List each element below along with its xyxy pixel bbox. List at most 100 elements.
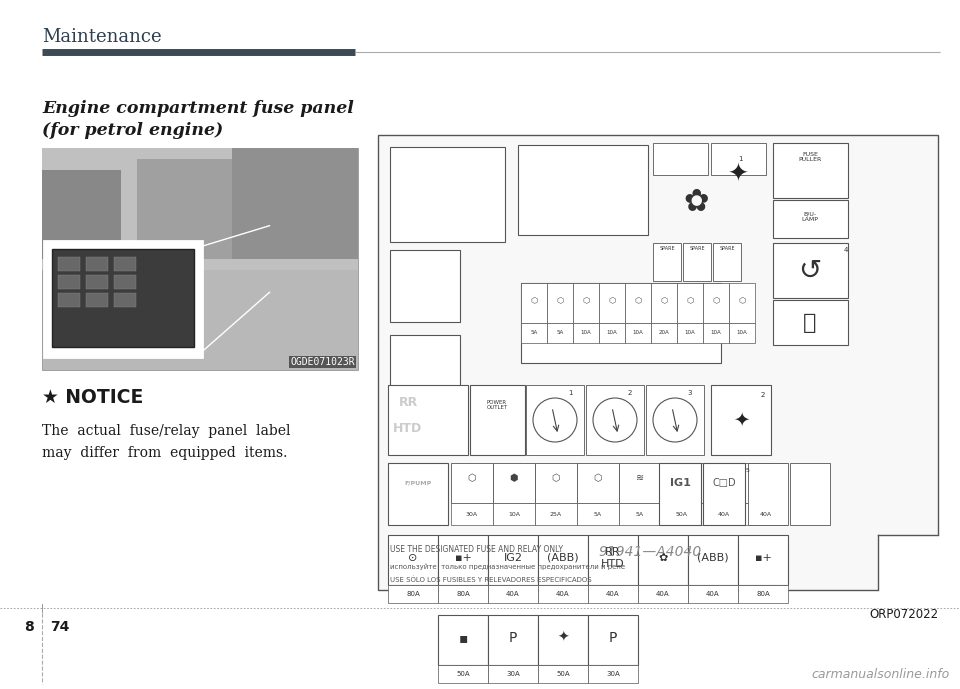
Text: ✦: ✦: [732, 411, 749, 429]
Bar: [713, 243, 741, 281]
Text: SPARE: SPARE: [719, 247, 734, 251]
Bar: [745, 503, 787, 525]
Text: 3: 3: [687, 390, 692, 396]
Text: 10A: 10A: [633, 331, 643, 336]
Text: 8: 8: [24, 619, 34, 634]
Bar: [86, 275, 108, 289]
Text: RR
HTD: RR HTD: [601, 547, 625, 569]
Text: ⬢: ⬢: [510, 473, 518, 483]
Bar: [638, 535, 688, 585]
Text: ⬡: ⬡: [712, 296, 720, 305]
Bar: [773, 200, 848, 238]
Text: RR: RR: [398, 396, 418, 409]
Bar: [388, 585, 438, 603]
Text: 30A: 30A: [606, 671, 620, 677]
Text: 1: 1: [567, 390, 572, 396]
Bar: [573, 323, 599, 343]
Bar: [438, 585, 488, 603]
Text: ⬡: ⬡: [593, 473, 602, 483]
Text: 50A: 50A: [456, 671, 469, 677]
Bar: [573, 283, 599, 323]
Text: USE THE DESIGNATED FUSE AND RELAY ONLY: USE THE DESIGNATED FUSE AND RELAY ONLY: [390, 545, 563, 554]
Text: ⬡: ⬡: [556, 296, 564, 305]
Text: 25A: 25A: [550, 511, 562, 517]
Bar: [588, 615, 638, 665]
Text: ✿: ✿: [684, 189, 708, 218]
Bar: [711, 143, 766, 175]
Text: B/U-
LAMP: B/U- LAMP: [802, 212, 819, 223]
Bar: [773, 300, 848, 345]
Bar: [577, 503, 619, 525]
Text: ⊙: ⊙: [408, 553, 418, 563]
Text: ▪+: ▪+: [755, 553, 772, 563]
Bar: [538, 585, 588, 603]
Text: 30A: 30A: [466, 511, 478, 517]
Text: ✦: ✦: [728, 163, 749, 187]
Bar: [703, 323, 729, 343]
Text: Engine compartment fuse panel
(for petrol engine): Engine compartment fuse panel (for petro…: [42, 100, 354, 139]
Text: 4: 4: [844, 247, 849, 253]
Text: HTD: HTD: [394, 422, 422, 435]
Bar: [703, 283, 729, 323]
Text: 10A: 10A: [508, 511, 520, 517]
Text: ORP072022: ORP072022: [869, 608, 938, 621]
Circle shape: [653, 398, 697, 442]
Bar: [390, 147, 505, 242]
Text: 10A: 10A: [710, 331, 721, 336]
Text: C□D: C□D: [712, 478, 735, 488]
Text: 20A: 20A: [659, 331, 669, 336]
Bar: [390, 250, 460, 322]
Text: 10A: 10A: [581, 331, 591, 336]
Bar: [86, 294, 108, 307]
Bar: [773, 243, 848, 298]
Bar: [137, 159, 263, 259]
Bar: [661, 463, 703, 503]
Bar: [638, 585, 688, 603]
Bar: [619, 503, 661, 525]
Text: 40A: 40A: [506, 591, 519, 597]
Text: 5A: 5A: [557, 331, 564, 336]
Bar: [586, 385, 644, 455]
Bar: [625, 323, 651, 343]
Bar: [521, 283, 721, 363]
Bar: [378, 135, 938, 590]
Bar: [619, 463, 661, 503]
Bar: [390, 335, 460, 407]
Bar: [790, 463, 830, 525]
Bar: [773, 143, 848, 198]
Bar: [488, 665, 538, 683]
Text: (ABB): (ABB): [547, 553, 579, 563]
Text: 74: 74: [50, 619, 69, 634]
Bar: [538, 665, 588, 683]
Text: ⬡: ⬡: [552, 473, 561, 483]
Bar: [58, 294, 80, 307]
Text: 1: 1: [737, 156, 742, 162]
Text: P: P: [509, 631, 517, 645]
Bar: [653, 143, 708, 175]
Bar: [526, 385, 584, 455]
Bar: [58, 257, 80, 271]
Bar: [86, 257, 108, 271]
Bar: [535, 463, 577, 503]
Bar: [114, 275, 136, 289]
Bar: [688, 535, 738, 585]
Bar: [878, 535, 940, 592]
Bar: [521, 283, 547, 323]
Bar: [599, 283, 625, 323]
Bar: [451, 503, 493, 525]
Text: USE SÓLO LOS FUSIBLES Y RELEVADORES ESPECIFICADOS: USE SÓLO LOS FUSIBLES Y RELEVADORES ESPE…: [390, 577, 591, 584]
Text: ⬡: ⬡: [660, 296, 668, 305]
Circle shape: [533, 398, 577, 442]
Text: 30A: 30A: [506, 671, 520, 677]
Text: 80A: 80A: [406, 591, 420, 597]
Bar: [538, 535, 588, 585]
Text: IG1: IG1: [669, 478, 690, 488]
Bar: [547, 283, 573, 323]
Text: ⬡: ⬡: [738, 296, 746, 305]
Text: ★ NOTICE: ★ NOTICE: [42, 388, 143, 407]
Bar: [42, 148, 358, 370]
Bar: [488, 615, 538, 665]
Bar: [547, 323, 573, 343]
Text: IG2: IG2: [503, 553, 522, 563]
Bar: [521, 323, 547, 343]
